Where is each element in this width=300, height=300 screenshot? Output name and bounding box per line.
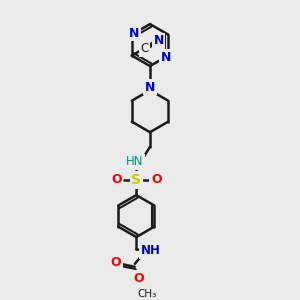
Text: N: N (153, 34, 164, 47)
Text: O: O (134, 272, 144, 285)
Text: NH: NH (141, 244, 161, 257)
Text: O: O (111, 256, 121, 269)
Text: CH₃: CH₃ (137, 289, 156, 299)
Text: HN: HN (126, 155, 143, 168)
Text: S: S (131, 173, 141, 187)
Text: N: N (160, 50, 171, 64)
Text: N: N (145, 81, 155, 94)
Text: O: O (151, 173, 162, 187)
Text: N: N (129, 27, 140, 40)
Text: O: O (111, 173, 122, 187)
Text: C: C (140, 42, 148, 55)
